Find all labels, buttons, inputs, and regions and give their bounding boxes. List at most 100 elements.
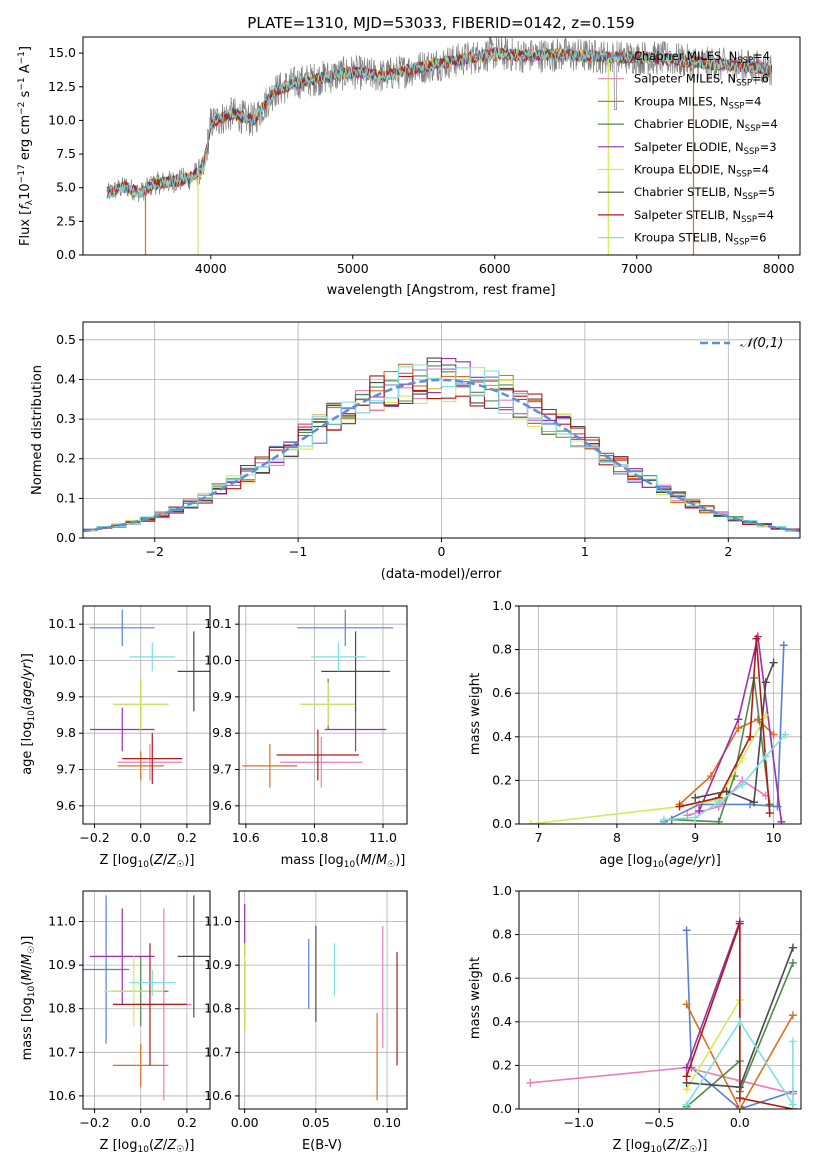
age_Z-xtick-label: 0.0 [131, 830, 151, 845]
mw_age-line-5 [698, 636, 783, 822]
mw_Z-marker [788, 958, 797, 967]
age_Z-ytick-label: 10.1 [48, 616, 76, 631]
mw_age-marker [746, 732, 755, 741]
mw_age-xtick-label: 8 [613, 830, 621, 845]
age_Z-ytick-label: 9.7 [56, 762, 76, 777]
residuals-ytick-label: 0.5 [56, 332, 76, 347]
mass-Z-xlabel: Z [log10(Z/Z☉)] [100, 1138, 195, 1155]
age-Z-xlabel: Z [log10(Z/Z☉)] [100, 853, 195, 870]
mass_Z-ytick-label: 10.8 [48, 1001, 76, 1016]
mass-Z-ylabel: mass [log10(M/M☉)] [20, 936, 37, 1061]
age_mass-xtick-label: 11.0 [369, 830, 397, 845]
age_mass-marks [242, 609, 394, 788]
legend-label-5: Salpeter ELODIE, NSSP=3 [634, 140, 777, 157]
residuals-xtick-label: −1 [289, 544, 307, 559]
mw_Z-marker [735, 919, 744, 928]
mw_age-marker [761, 752, 770, 761]
mw_Z-marker [735, 1105, 744, 1109]
mass_ebv-xtick-label: 0.10 [373, 1115, 401, 1130]
mw_Z-marker [682, 926, 691, 935]
mw-Z-xlabel: Z [log10(Z/Z☉)] [613, 1138, 708, 1155]
spectrum-xtick-label: 8000 [763, 261, 795, 276]
mass_Z-axes-frame [82, 890, 211, 1110]
spectrum-panel: PLATE=1310, MJD=53033, FIBERID=0142, z=0… [17, 14, 801, 298]
age_Z-ytick-label: 9.6 [56, 798, 76, 813]
mw_age-ytick-label: 0.8 [492, 642, 512, 657]
residuals-ytick-label: 0.2 [56, 451, 76, 466]
mw-Z-ylabel: mass weight [468, 957, 483, 1039]
mw_Z-ytick-label: 0.6 [492, 970, 512, 985]
mass_ebv-axes-frame [238, 890, 408, 1110]
mw_Z-xtick-label: −0.5 [644, 1115, 674, 1130]
parameter-panels: −0.2 0.0 0.2 9.6 9.7 9.8 9.9 10.0 10.1 10.6 10.8 11… [48, 598, 802, 1130]
mw_Z-line-3 [685, 1004, 794, 1109]
age_mass-axes-frame [238, 605, 408, 825]
mw_age-marker [734, 724, 743, 733]
legend-label-4: Chabrier ELODIE, NSSP=4 [634, 117, 778, 134]
mass-ebv-xlabel: E(B-V) [302, 1138, 342, 1153]
age_mass-ytick-label: 9.8 [212, 725, 232, 740]
age-Z-ylabel: age [log10(age/yr)] [20, 653, 37, 775]
spectrum-ylabel: Flux [fλ10−17 erg cm−2 s−1 A−1] [17, 46, 35, 246]
mw_age-marker [734, 715, 743, 724]
model-spectrum-9 [106, 47, 772, 200]
residuals-xtick-label: 1 [581, 544, 589, 559]
spectrum-ytick-label: 10.0 [48, 112, 76, 127]
mw_Z-marks [526, 917, 797, 1109]
age_mass-ytick-label: 9.9 [212, 689, 232, 704]
mw_Z-line-8 [685, 923, 794, 1109]
mw-age-ylabel: mass weight [468, 673, 483, 755]
mw_age-marker [781, 730, 790, 739]
mw_Z-marker [788, 1100, 797, 1109]
mass_ebv-xtick-label: 0.00 [231, 1115, 259, 1130]
mw-age-xlabel: age [log10(age/yr)] [599, 853, 721, 870]
residuals-ytick-label: 0.0 [56, 530, 76, 545]
spectrum-lines [106, 36, 773, 255]
histogram-step-8 [83, 375, 800, 531]
residuals-ylabel: Normed distribution [30, 365, 45, 495]
spectrum-ytick-label: 15.0 [48, 45, 76, 60]
mass_Z-xtick-label: −0.2 [79, 1115, 109, 1130]
mw_age-marks [526, 632, 790, 824]
residuals-ticks: −2 −1 0 1 2 0.0 0.1 0.2 0.3 0.4 0.5 [56, 332, 732, 559]
age-Z-panel: −0.2 0.0 0.2 9.6 9.7 9.8 9.9 10.0 10.1 [48, 605, 211, 845]
spectrum-xtick-label: 4000 [195, 261, 227, 276]
mass-ebv-panel: 0.00 0.05 0.10 10.6 10.7 10.8 10.9 11.0 [204, 890, 408, 1130]
mw_age-marker [675, 802, 684, 811]
mw-age-panel: 7 8 9 10 0.0 0.2 0.4 0.6 0.8 1.0 [492, 598, 802, 845]
spectrum-legend: Chabrier MILES, NSSP=4 Salpeter MILES, NS… [598, 49, 778, 248]
mass_ebv-marks [244, 904, 398, 1101]
gaussian-curve [82, 378, 801, 533]
residuals-xlabel: (data-model)/error [381, 567, 502, 582]
mw_Z-ytick-label: 0.0 [492, 1101, 512, 1116]
spectrum-xlabel: wavelength [Angstrom, rest frame] [327, 283, 556, 298]
residuals-panel: −2 −1 0 1 2 0.0 0.1 0.2 0.3 0.4 0.5 (data-model)/e… [30, 321, 801, 582]
spectrum-xtick-label: 6000 [479, 261, 511, 276]
histogram-step-5 [83, 357, 800, 532]
mw_Z-line-9 [685, 1020, 794, 1108]
spectrum-ytick-label: 2.5 [56, 213, 76, 228]
mw_Z-line-1 [685, 930, 794, 1109]
age-mass-labels: mass [log10(M/M☉)] [281, 853, 406, 870]
mw_age-marker [779, 641, 788, 650]
mass-Z-labels: Z [log10(Z/Z☉)] mass [log10(M/M☉)] [20, 936, 194, 1155]
mw_Z-axes-frame [518, 890, 802, 1110]
legend-label-7: Chabrier STELIB, NSSP=5 [634, 185, 775, 202]
mass_Z-marks [83, 895, 210, 1101]
residuals-xtick-label: 0 [438, 544, 446, 559]
mw_age-marker [769, 658, 778, 667]
legend-label-8: Salpeter STELIB, NSSP=4 [634, 208, 774, 225]
spectrum-xtick-label: 5000 [337, 261, 369, 276]
mass_ebv-ytick-label: 10.9 [204, 957, 232, 972]
legend-label-9: Kroupa STELIB, NSSP=6 [634, 231, 766, 248]
mw_Z-marker [735, 1094, 744, 1103]
age_Z-ytick-label: 9.8 [56, 725, 76, 740]
mw-Z-panel: −1.0 −0.5 0.0 0.0 0.2 0.4 0.6 0.8 1.0 [492, 883, 802, 1130]
mw_age-marker [761, 678, 770, 687]
spectrum-ytick-label: 0.0 [56, 247, 76, 262]
mass_ebv-xtick-label: 0.05 [302, 1115, 330, 1130]
mw_age-ytick-label: 0.2 [492, 772, 512, 787]
spectrum-xtick-label: 7000 [621, 261, 653, 276]
histogram-step-6 [83, 367, 800, 532]
mw_Z-marker [788, 1037, 797, 1046]
